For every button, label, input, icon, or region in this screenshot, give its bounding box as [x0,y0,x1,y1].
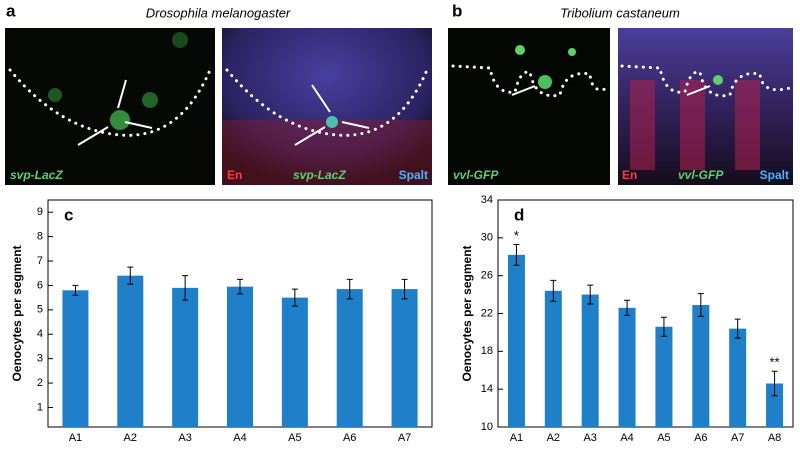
panel-label: a [6,1,16,20]
stain-label: vvl-GFP [453,168,499,182]
y-tick-label: 7 [37,255,43,267]
error-bar [587,284,594,305]
y-tick-label: 18 [481,345,493,357]
bar [655,326,673,427]
x-tick-label: A6 [694,432,707,444]
bar [618,307,636,427]
bar [62,290,89,427]
error-bar [734,318,741,339]
error-bar [660,316,667,337]
y-tick-label: 10 [481,421,493,433]
y-tick-label: 6 [37,279,43,291]
y-tick-label: 4 [37,328,43,340]
micrograph [5,28,215,185]
stain-label: svp-LacZ [293,168,346,182]
bar [544,290,562,427]
bar [581,294,599,427]
y-tick-label: 26 [481,270,493,282]
x-tick-label: A5 [288,432,301,444]
y-tick-label: 34 [481,194,493,206]
error-bar [291,288,298,307]
bar [227,286,253,427]
x-tick-label: A3 [583,432,596,444]
stain-label: En [227,168,242,182]
y-tick-label: 5 [37,304,43,316]
bar [281,297,308,427]
annotation: * [514,228,519,243]
error-bar [182,275,189,301]
error-bar [346,278,353,300]
bar [336,289,363,427]
panel-label: b [452,1,462,20]
y-tick-label: 2 [37,377,43,389]
error-bar [401,278,408,300]
error-bar [624,299,631,316]
bar [172,287,199,427]
bar [117,275,144,427]
error-bar [550,279,557,302]
x-tick-label: A1 [69,432,82,444]
bar [391,289,418,427]
y-tick-label: 1 [37,401,43,413]
bar [507,254,525,427]
panel-title: Drosophila melanogaster [146,5,291,20]
x-tick-label: A6 [343,432,356,444]
stain-label: svp-LacZ [10,168,63,182]
panel-label: c [64,205,73,224]
error-bar [697,293,704,317]
x-tick-label: A1 [510,432,523,444]
bar [692,304,710,427]
error-bar [127,266,134,285]
y-tick-label: 8 [37,231,43,243]
y-tick-label: 30 [481,232,493,244]
micrograph [448,28,610,185]
panel-title: Tribolium castaneum [560,5,680,20]
y-axis-label: Oenocytes per segment [10,245,24,381]
panel-label: d [514,205,524,224]
bar [729,328,747,427]
y-axis-label: Oenocytes per segment [460,245,474,381]
x-tick-label: A4 [620,432,633,444]
x-tick-label: A4 [233,432,246,444]
stain-label: Spalt [399,168,428,182]
y-tick-label: 9 [37,206,43,218]
x-tick-label: A7 [398,432,411,444]
y-tick-label: 14 [481,383,493,395]
x-tick-label: A8 [768,432,781,444]
x-tick-label: A5 [657,432,670,444]
x-tick-label: A7 [731,432,744,444]
micrograph [222,28,432,185]
stain-label: Spalt [760,168,789,182]
annotation: ** [770,355,780,370]
error-bar [513,243,520,266]
x-tick-label: A3 [178,432,191,444]
stain-label: En [622,168,637,182]
bar [766,383,784,427]
x-tick-label: A2 [547,432,560,444]
error-bar [237,278,243,295]
stain-label: vvl-GFP [678,168,724,182]
y-tick-label: 22 [481,307,493,319]
plot-frame [497,199,794,428]
error-bar [72,284,79,296]
micrograph [618,28,793,185]
x-tick-label: A2 [124,432,137,444]
y-tick-label: 3 [37,353,43,365]
error-bar [771,370,778,397]
